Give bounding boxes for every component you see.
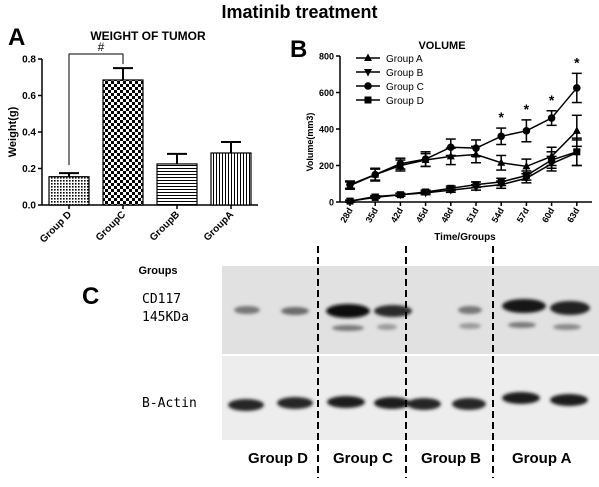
blot-bands [228,299,590,411]
significance-star: * [549,92,555,108]
cd117-band [502,299,546,313]
cd117-band [553,324,581,330]
data-point [497,158,506,166]
series-line [349,130,578,187]
legend-label: Group C [386,82,424,93]
data-point [447,184,455,192]
actin-label: B-Actin [142,396,197,411]
data-point [396,159,405,168]
y-tick-label: 0.0 [22,201,36,212]
significance-star: * [574,54,580,70]
tumor-weight-bar-chart: WEIGHT OF TUMOR Groups Weight(g) # 0.0 0.… [7,29,258,277]
blot-group-label: Group A [512,450,572,467]
y-tick-label: 0 [329,198,334,208]
actin-band [327,396,365,408]
data-point [573,84,581,92]
data-point [497,178,505,186]
y-tick-label: 200 [319,161,334,171]
cd117-band [332,325,364,331]
legend-label: Group B [386,68,424,79]
legend-marker [364,53,372,61]
data-point [497,132,505,141]
actin-band [407,398,441,410]
actin-band [277,397,313,409]
data-point [472,181,480,189]
bar-chart-xlabel: Groups [138,265,177,277]
cd117-band [458,306,482,314]
cd117-band [377,324,397,330]
data-point [422,188,430,196]
cd117-size-label: 145KDa [142,310,189,325]
panel-c-letter: C [82,283,100,310]
cd117-band [281,307,309,315]
data-point [522,172,530,180]
cd117-band [459,323,481,329]
figure-title: Imatinib treatment [221,2,378,22]
cd117-band [234,306,260,314]
data-point [371,193,379,201]
data-point [346,197,354,205]
legend-label: Group A [386,54,423,65]
y-tick-label: 400 [319,125,334,135]
cd117-band [326,304,370,318]
data-point [447,143,455,152]
data-point [573,148,581,156]
line-chart-title: VOLUME [418,40,465,52]
legend-marker [364,82,372,90]
series-line [349,151,578,202]
actin-band [374,397,410,409]
data-point [522,161,531,170]
data-point [346,180,354,189]
actin-band [452,398,486,410]
bar-chart-title: WEIGHT OF TUMOR [90,29,206,43]
y-tick-label: 0.6 [22,91,36,102]
cd117-band [550,301,590,315]
y-tick-label: 0.2 [22,164,36,175]
bar-chart-ylabel: Weight(g) [7,106,19,157]
significance-star: * [524,101,530,117]
actin-band [228,399,264,411]
data-point [547,114,556,122]
data-point [572,126,581,134]
y-tick-label: 600 [319,88,334,98]
y-tick-label: 800 [319,52,334,62]
line-chart-ylabel: Volume(mm3) [305,113,315,172]
bar-significance-hash: # [98,40,105,54]
actin-band [502,392,540,404]
significance-star: * [498,109,504,125]
significance-bracket [68,53,124,166]
cd117-band [374,305,412,317]
data-point [421,155,430,163]
weight-bar [210,152,252,206]
data-point [522,127,531,135]
series-line [349,87,578,186]
panel-b-letter: B [290,36,308,63]
legend-label: Group D [386,96,424,107]
data-point [472,144,480,152]
line-chart-xlabel: Time/Groups [434,232,496,243]
weight-bar [102,79,144,206]
cd117-label: CD117 [142,292,182,307]
y-tick-label: 0.8 [22,55,36,66]
legend-marker [364,69,372,77]
blot-group-label: Group D [248,450,308,467]
tumor-volume-line-chart: VOLUME Time/Groups Volume(mm3) 0 200 400 60… [305,40,592,243]
panel-a-letter: A [8,24,26,51]
data-point [371,170,379,179]
legend-marker [364,96,372,104]
actin-band [550,394,588,406]
y-tick-label: 0.4 [22,128,36,139]
cd117-band [508,322,536,328]
data-point [548,156,556,164]
blot-group-label: Group B [421,450,481,467]
blot-group-label: Group C [333,450,393,467]
data-point [396,191,404,199]
